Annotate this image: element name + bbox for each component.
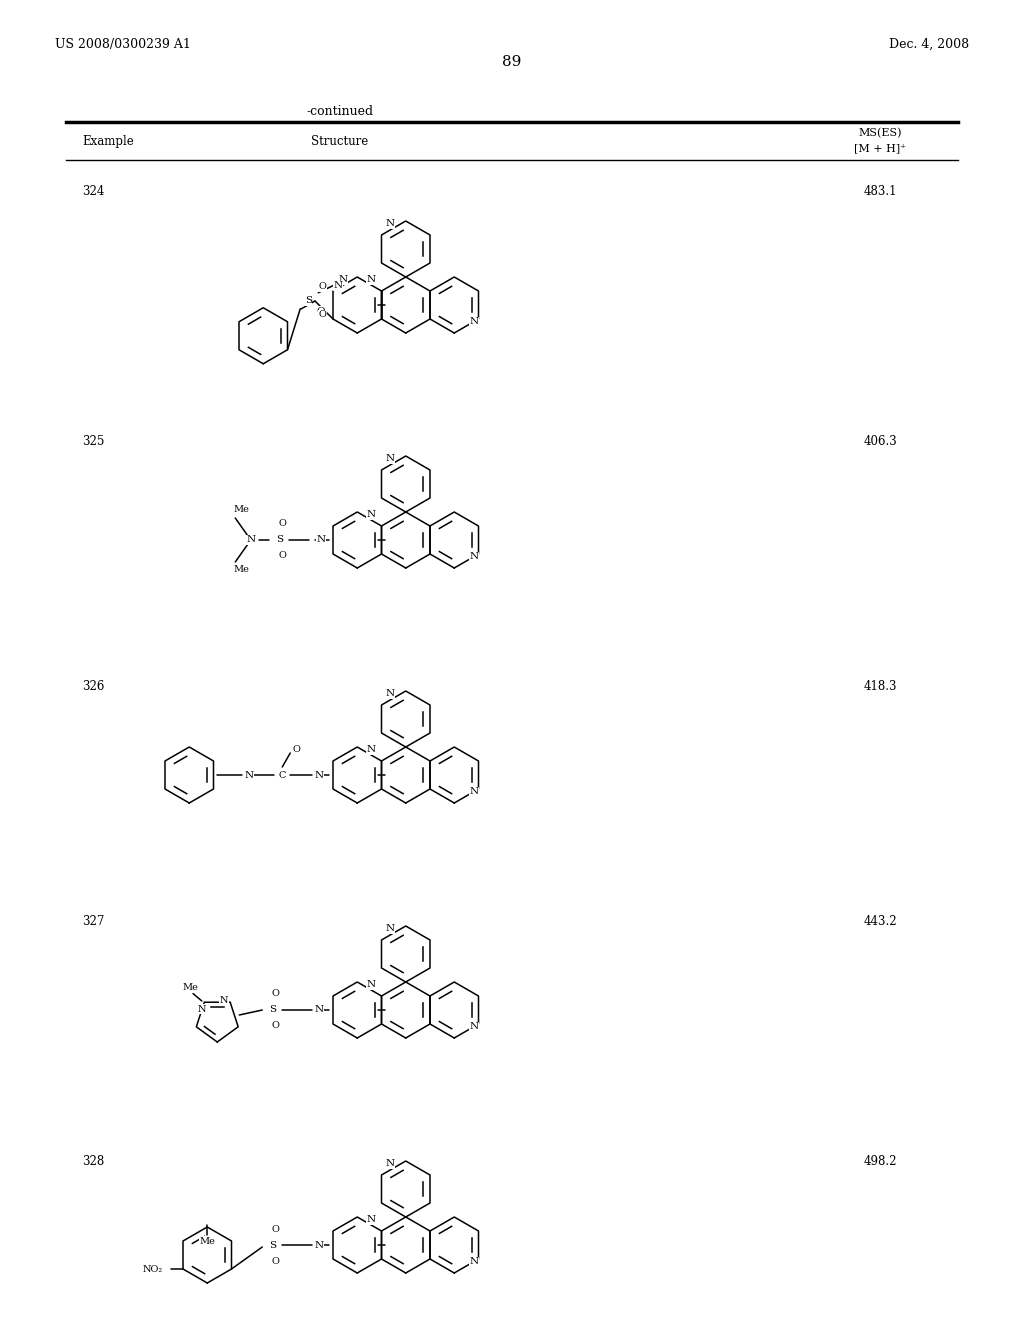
Text: 325: 325 [82, 436, 104, 447]
Text: 418.3: 418.3 [863, 680, 897, 693]
Text: N: N [386, 454, 395, 463]
Text: US 2008/0300239 A1: US 2008/0300239 A1 [55, 38, 190, 51]
Text: Me: Me [233, 506, 249, 515]
Text: N: N [469, 1022, 478, 1031]
Text: Example: Example [82, 135, 134, 148]
Text: 443.2: 443.2 [863, 915, 897, 928]
Text: N: N [469, 1257, 478, 1266]
Text: Me: Me [233, 565, 249, 574]
Text: S: S [268, 1241, 275, 1250]
Text: 328: 328 [82, 1155, 104, 1168]
Text: O: O [318, 310, 327, 319]
Text: C: C [279, 771, 286, 780]
Text: N: N [198, 1005, 206, 1014]
Text: S: S [268, 1006, 275, 1015]
Text: 327: 327 [82, 915, 104, 928]
Text: N: N [469, 552, 478, 561]
Text: N: N [219, 995, 228, 1005]
Text: [M + H]⁺: [M + H]⁺ [854, 143, 906, 153]
Text: N: N [469, 787, 478, 796]
Text: N: N [245, 771, 254, 780]
Text: S: S [275, 536, 283, 544]
Text: O: O [271, 990, 280, 998]
Text: O: O [279, 520, 286, 528]
Text: N: N [367, 746, 376, 754]
Text: 483.1: 483.1 [863, 185, 897, 198]
Text: O: O [279, 552, 286, 561]
Text: N: N [247, 536, 256, 544]
Text: N: N [386, 1159, 395, 1168]
Text: 89: 89 [503, 55, 521, 69]
Text: Dec. 4, 2008: Dec. 4, 2008 [889, 38, 969, 51]
Text: S: S [305, 296, 312, 305]
Text: N: N [386, 689, 395, 698]
Text: O: O [271, 1257, 280, 1266]
Text: N: N [314, 1006, 324, 1015]
Text: 326: 326 [82, 680, 104, 693]
Text: O: O [318, 282, 327, 292]
Text: 498.2: 498.2 [863, 1155, 897, 1168]
Text: O: O [271, 1022, 280, 1031]
Text: MS(ES): MS(ES) [858, 128, 902, 139]
Text: N: N [367, 511, 376, 519]
Text: N: N [334, 281, 343, 290]
Text: N: N [339, 276, 348, 284]
Text: N: N [367, 981, 376, 989]
Text: N: N [314, 1241, 324, 1250]
Text: N: N [469, 317, 478, 326]
Text: N: N [367, 276, 376, 284]
Text: N: N [386, 219, 395, 228]
Text: O: O [316, 306, 326, 315]
Text: O: O [271, 1225, 280, 1233]
Text: Me: Me [183, 982, 199, 991]
Text: Me: Me [200, 1237, 215, 1246]
Text: 324: 324 [82, 185, 104, 198]
Text: N: N [316, 536, 326, 544]
Text: N: N [314, 771, 324, 780]
Text: NO₂: NO₂ [143, 1265, 163, 1274]
Text: N: N [386, 924, 395, 933]
Text: 406.3: 406.3 [863, 436, 897, 447]
Text: Structure: Structure [311, 135, 369, 148]
Text: O: O [292, 744, 300, 754]
Text: N: N [367, 1216, 376, 1225]
Text: -continued: -continued [306, 106, 374, 117]
